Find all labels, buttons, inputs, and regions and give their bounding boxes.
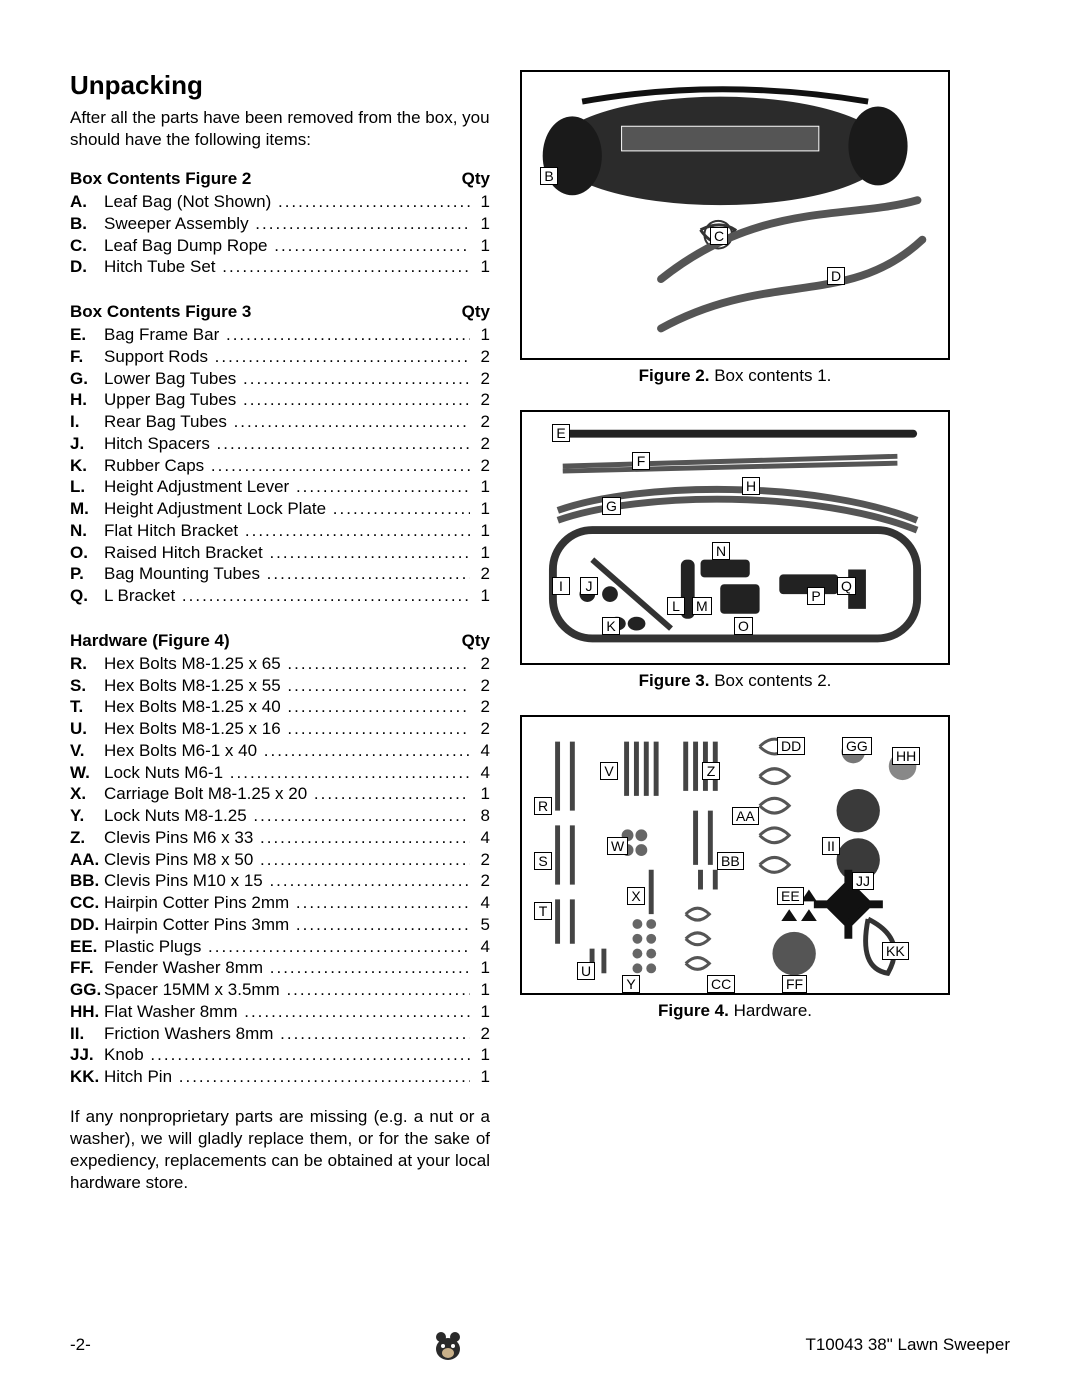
- parts-list-row: P.Bag Mounting Tubes2: [70, 563, 490, 585]
- parts-list-row: V.Hex Bolts M6-1 x 404: [70, 740, 490, 762]
- parts-list-row: Y.Lock Nuts M8-1.258: [70, 805, 490, 827]
- callout-label: H: [742, 477, 760, 495]
- callout-label: U: [577, 962, 595, 980]
- figure-2-box: B C D: [520, 70, 950, 360]
- bear-logo-icon: [432, 1329, 464, 1361]
- callout-label: JJ: [852, 872, 874, 890]
- callout-label: C: [710, 227, 728, 245]
- callout-label: M: [692, 597, 712, 615]
- callout-label: DD: [777, 737, 805, 755]
- callout-label: S: [534, 852, 552, 870]
- parts-list-row: KK.Hitch Pin1: [70, 1066, 490, 1088]
- parts-list-row: AA.Clevis Pins M8 x 502: [70, 849, 490, 871]
- callout-label: O: [734, 617, 753, 635]
- parts-list-row: R.Hex Bolts M8-1.25 x 652: [70, 653, 490, 675]
- parts-list-row: X.Carriage Bolt M8-1.25 x 201: [70, 783, 490, 805]
- callout-label: II: [822, 837, 840, 855]
- callout-label: I: [552, 577, 570, 595]
- parts-list-row: I.Rear Bag Tubes2: [70, 411, 490, 433]
- section-head: Box Contents Figure 3Qty: [70, 302, 490, 322]
- page-title: Unpacking: [70, 70, 490, 101]
- parts-list-row: E.Bag Frame Bar1: [70, 324, 490, 346]
- callout-label: N: [712, 542, 730, 560]
- parts-list-row: DD.Hairpin Cotter Pins 3mm5: [70, 914, 490, 936]
- callout-label: FF: [782, 975, 807, 993]
- parts-list-row: W.Lock Nuts M6-14: [70, 762, 490, 784]
- parts-list-row: C.Leaf Bag Dump Rope1: [70, 235, 490, 257]
- parts-list-row: L.Height Adjustment Lever1: [70, 476, 490, 498]
- right-column: B C D Figure 2. Box contents 1.: [520, 70, 950, 1194]
- callout-label: CC: [707, 975, 735, 993]
- callout-label: HH: [892, 747, 920, 765]
- callout-label: AA: [732, 807, 759, 825]
- parts-list-row: A.Leaf Bag (Not Shown)1: [70, 191, 490, 213]
- figure-2-caption: Figure 2. Box contents 1.: [520, 366, 950, 386]
- page-footer: -2- T10043 38" Lawn Sweeper: [70, 1329, 1010, 1361]
- left-column: Unpacking After all the parts have been …: [70, 70, 490, 1194]
- parts-list-row: U.Hex Bolts M8-1.25 x 162: [70, 718, 490, 740]
- callout-label: BB: [717, 852, 744, 870]
- intro-text: After all the parts have been removed fr…: [70, 107, 490, 151]
- doc-id: T10043 38" Lawn Sweeper: [805, 1335, 1010, 1355]
- parts-list-row: S.Hex Bolts M8-1.25 x 552: [70, 675, 490, 697]
- parts-list-row: Q.L Bracket1: [70, 585, 490, 607]
- parts-list-row: T.Hex Bolts M8-1.25 x 402: [70, 696, 490, 718]
- callout-label: J: [580, 577, 598, 595]
- parts-list-row: II.Friction Washers 8mm2: [70, 1023, 490, 1045]
- section-head: Box Contents Figure 2Qty: [70, 169, 490, 189]
- parts-list-row: GG.Spacer 15MM x 3.5mm1: [70, 979, 490, 1001]
- parts-list-row: HH.Flat Washer 8mm1: [70, 1001, 490, 1023]
- callout-label: K: [602, 617, 620, 635]
- callout-label: D: [827, 267, 845, 285]
- callout-label: F: [632, 452, 650, 470]
- callout-label: L: [667, 597, 685, 615]
- parts-list-row: J.Hitch Spacers2: [70, 433, 490, 455]
- callout-label: B: [540, 167, 558, 185]
- parts-list-row: D.Hitch Tube Set1: [70, 256, 490, 278]
- callout-label: KK: [882, 942, 909, 960]
- callout-label: X: [627, 887, 645, 905]
- parts-list-row: Z.Clevis Pins M6 x 334: [70, 827, 490, 849]
- parts-list-row: BB.Clevis Pins M10 x 152: [70, 870, 490, 892]
- callout-label: EE: [777, 887, 804, 905]
- figure-3-caption: Figure 3. Box contents 2.: [520, 671, 950, 691]
- parts-list-row: K.Rubber Caps2: [70, 455, 490, 477]
- parts-list-row: N.Flat Hitch Bracket1: [70, 520, 490, 542]
- parts-list-row: H.Upper Bag Tubes2: [70, 389, 490, 411]
- parts-list-row: EE.Plastic Plugs4: [70, 936, 490, 958]
- page-number: -2-: [70, 1335, 91, 1355]
- callout-label: T: [534, 902, 552, 920]
- parts-list-row: O.Raised Hitch Bracket1: [70, 542, 490, 564]
- section-head: Hardware (Figure 4)Qty: [70, 631, 490, 651]
- callout-label: GG: [842, 737, 872, 755]
- parts-list-row: F.Support Rods2: [70, 346, 490, 368]
- figure-4-caption: Figure 4. Hardware.: [520, 1001, 950, 1021]
- figure-4-box: DD GG HH V Z R AA W S BB II X EE JJ T KK U Y CC FF: [520, 715, 950, 995]
- callout-label: Y: [622, 975, 640, 993]
- missing-parts-note: If any nonproprietary parts are missing …: [70, 1106, 490, 1194]
- parts-list-row: B.Sweeper Assembly1: [70, 213, 490, 235]
- parts-list-row: G.Lower Bag Tubes2: [70, 368, 490, 390]
- callout-label: Q: [837, 577, 856, 595]
- callout-label: Z: [702, 762, 720, 780]
- callout-label: E: [552, 424, 570, 442]
- figure-2-drawing: [522, 72, 948, 358]
- parts-list-row: JJ.Knob1: [70, 1044, 490, 1066]
- callout-label: P: [807, 587, 825, 605]
- parts-list-row: CC.Hairpin Cotter Pins 2mm4: [70, 892, 490, 914]
- callout-label: R: [534, 797, 552, 815]
- parts-list-row: M.Height Adjustment Lock Plate1: [70, 498, 490, 520]
- figure-3-box: E F H G N IJ LM PQ K O: [520, 410, 950, 665]
- callout-label: V: [600, 762, 618, 780]
- parts-list-row: FF.Fender Washer 8mm1: [70, 957, 490, 979]
- callout-label: W: [607, 837, 628, 855]
- callout-label: G: [602, 497, 621, 515]
